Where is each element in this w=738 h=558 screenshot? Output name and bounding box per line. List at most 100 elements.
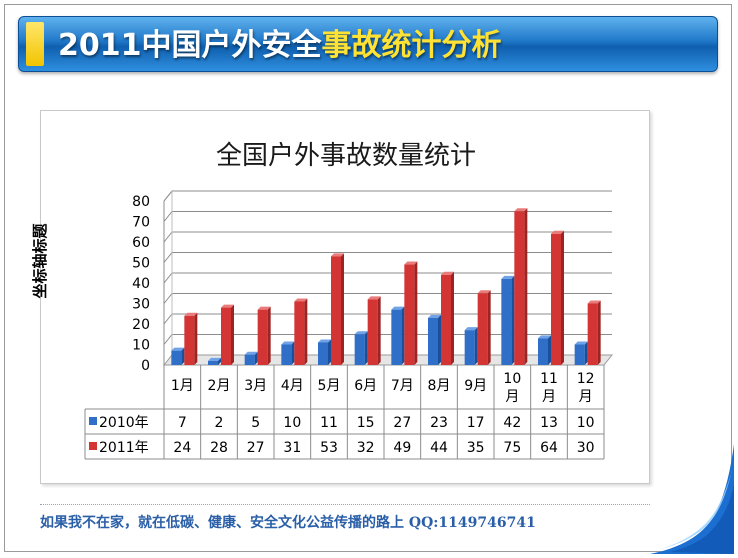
bar-2010 <box>354 334 365 365</box>
table-cell-value: 13 <box>540 415 558 431</box>
bar-2011-side <box>561 230 564 365</box>
slide-title-prefix: 2011中国户外安全 <box>58 28 322 63</box>
bar-2011-side <box>304 298 308 365</box>
bar-2010 <box>281 344 292 365</box>
bar-2010 <box>428 317 438 365</box>
bar-2011-top <box>221 304 234 308</box>
page-curl-decoration <box>650 444 734 554</box>
title-accent-mark <box>26 22 44 66</box>
slide-title: 2011中国户外安全事故统计分析 <box>58 26 502 66</box>
slide-title-highlight: 事故统计分析 <box>321 28 502 63</box>
bar-2011-top <box>587 300 601 304</box>
bar-2011-top <box>514 208 528 212</box>
bar-2010 <box>538 338 548 365</box>
bar-2011-side <box>597 300 601 365</box>
bar-2011 <box>221 307 231 365</box>
y-tick-label: 70 <box>132 215 150 231</box>
legend-label-2011: 2011年 <box>99 440 149 456</box>
bar-2010 <box>391 309 402 365</box>
x-tick-label: 5月 <box>318 378 341 394</box>
bar-2010-side <box>474 327 478 365</box>
x-tick-label: 6月 <box>354 378 377 394</box>
bar-2010-top <box>501 275 515 279</box>
bar-chart: 80 70 60 50 40 30 20 10 0 1月 2月 3月 4月 5月 6月 7月 8月 9月 10 月 11… <box>84 190 614 460</box>
table-cell-value: 27 <box>247 440 265 456</box>
table-cell-value: 30 <box>577 440 595 456</box>
y-tick-label: 30 <box>132 297 150 313</box>
bar-2011 <box>514 211 525 365</box>
x-tick-label: 2月 <box>208 378 231 394</box>
table-cell-value: 17 <box>467 415 485 431</box>
x-tick-label: 4月 <box>281 378 304 394</box>
bar-2010 <box>574 344 585 365</box>
bar-2010-side <box>291 341 295 365</box>
table-cell-value: 44 <box>430 440 448 456</box>
bar-2010-side <box>438 314 441 365</box>
table-cell-value: 49 <box>393 440 411 456</box>
bar-2010-side <box>511 275 515 365</box>
table-cell-value: 64 <box>540 440 558 456</box>
bar-2011-top <box>257 306 271 310</box>
table-cell-value: 75 <box>503 440 521 456</box>
bar-2010-top <box>244 351 258 355</box>
chart-container: 全国户外事故数量统计 80 70 60 50 40 30 20 10 0 1月 2月 3月 4月 5月 6月… <box>40 110 650 484</box>
bar-2010-side <box>218 357 221 365</box>
wall-edge <box>163 190 173 202</box>
plot-back-wall <box>164 191 612 365</box>
bar-2010 <box>244 354 255 365</box>
table-cell-value: 35 <box>467 440 485 456</box>
bar-2011-top <box>404 261 418 265</box>
bar-2010-top <box>318 339 331 343</box>
bar-2011-top <box>477 290 491 294</box>
y-tick-label: 20 <box>132 317 150 333</box>
table-cell-value: 11 <box>320 415 338 431</box>
bar-2010 <box>318 342 328 365</box>
bar-2010-top <box>428 314 441 318</box>
title-bar <box>18 16 718 72</box>
table-cell-value: 15 <box>357 415 375 431</box>
bar-2011-top <box>184 312 198 316</box>
bar-2011 <box>331 256 341 365</box>
bar-2011-side <box>341 253 344 365</box>
bar-2011 <box>551 233 561 365</box>
bar-2011 <box>441 274 451 365</box>
y-tick-label: 0 <box>141 358 150 374</box>
bar-2011-side <box>194 312 198 365</box>
bar-2011-side <box>231 304 234 365</box>
legend-key-2010 <box>89 417 97 425</box>
table-cell-value: 53 <box>320 440 338 456</box>
bar-2010-side <box>181 347 185 365</box>
bar-2011-side <box>451 271 454 365</box>
bar-2011-top <box>551 230 564 234</box>
bar-2011-side <box>377 296 381 365</box>
bar-2011 <box>184 315 195 365</box>
x-tick-label: 3月 <box>244 378 267 394</box>
bar-2011-side <box>524 208 528 365</box>
bar-2011 <box>294 301 305 365</box>
bar-2011-top <box>367 296 381 300</box>
bar-2010-side <box>254 351 258 365</box>
bar-2011-side <box>487 290 491 365</box>
y-tick-label: 40 <box>132 276 150 292</box>
table-cell-value: 23 <box>430 415 448 431</box>
bar-2010-top <box>354 331 368 335</box>
bar-2011 <box>587 303 598 365</box>
bar-2011-top <box>441 271 454 275</box>
x-tick-label: 10 月 <box>503 371 521 405</box>
chart-title: 全国户外事故数量统计 <box>215 141 476 171</box>
y-tick-label: 50 <box>132 256 150 272</box>
bar-2010-top <box>574 341 588 345</box>
table-cell-value: 31 <box>283 440 301 456</box>
bar-2010 <box>464 330 475 365</box>
bar-2011-side <box>414 261 418 365</box>
footer-slogan: 如果我不在家，就在低碳、健康、安全文化公益传播的路上 QQ:1149746741 <box>40 515 536 531</box>
table-cell-value: 24 <box>173 440 191 456</box>
y-tick-label: 80 <box>132 194 150 210</box>
x-tick-label: 1月 <box>171 378 194 394</box>
table-cell-value: 7 <box>178 415 187 431</box>
x-tick-label: 7月 <box>391 378 414 394</box>
bar-2010-side <box>548 335 551 365</box>
y-tick-label: 10 <box>132 338 150 354</box>
y-tick-label: 60 <box>132 235 150 251</box>
bar-2010-top <box>281 341 295 345</box>
